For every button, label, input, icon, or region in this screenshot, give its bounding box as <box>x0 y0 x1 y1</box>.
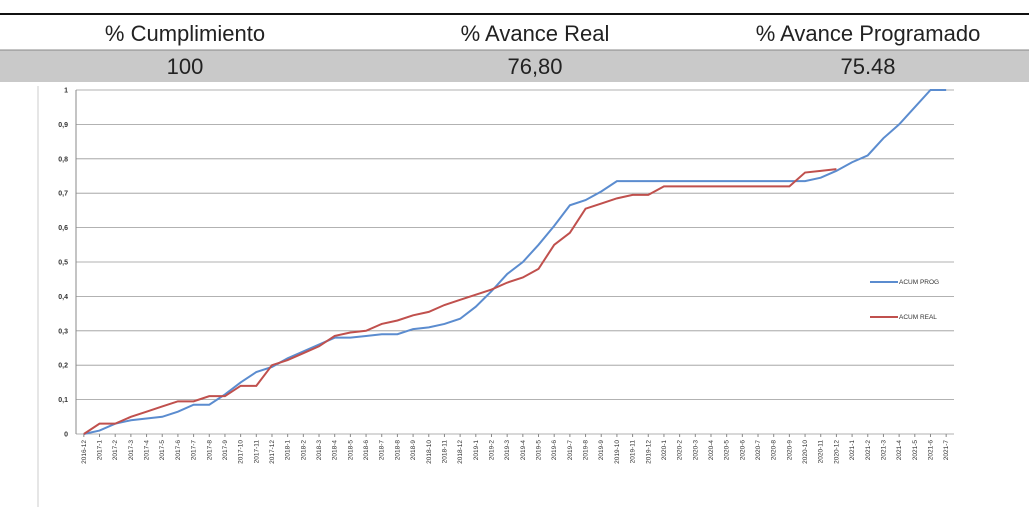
x-tick-label: 2021-7 <box>943 440 950 461</box>
y-tick-label: 0,1 <box>58 397 68 404</box>
y-tick-label: 0,8 <box>58 156 68 163</box>
x-tick-label: 2019-11 <box>630 440 637 464</box>
x-tick-label: 2018-5 <box>347 440 354 461</box>
x-tick-label: 2020-11 <box>818 440 825 464</box>
header-cell: % Cumplimiento <box>105 21 265 46</box>
x-tick-label: 2017-8 <box>206 440 213 461</box>
y-tick-label: 1 <box>64 88 68 95</box>
x-tick-label: 2021-5 <box>912 440 919 461</box>
legend-label: ACUM REAL <box>899 314 937 321</box>
x-tick-label: 2018-1 <box>285 440 292 461</box>
x-tick-label: 2018-7 <box>379 440 386 461</box>
x-tick-label: 2017-10 <box>238 440 245 464</box>
value-cell: 76,80 <box>507 54 562 79</box>
x-tick-label: 2019-3 <box>504 440 511 461</box>
header-cell: % Avance Real <box>461 21 610 46</box>
x-tick-label: 2019-4 <box>520 440 527 461</box>
x-tick-label: 2019-12 <box>645 440 652 464</box>
series-line <box>83 89 947 435</box>
x-tick-label: 2019-2 <box>488 440 495 461</box>
x-tick-label: 2019-7 <box>567 440 574 461</box>
x-tick-label: 2021-6 <box>927 440 934 461</box>
x-tick-label: 2019-8 <box>583 440 590 461</box>
y-tick-label: 0,5 <box>58 260 68 267</box>
x-tick-label: 2016-12 <box>81 440 88 464</box>
chart: 0 0,1 0,2 0,3 0,4 0,5 0,6 0,7 0,8 0,9 1 2016-12 2017… <box>58 88 954 464</box>
x-tick-label: 2020-5 <box>724 440 731 461</box>
x-tick-label: 2019-5 <box>536 440 543 461</box>
x-tick-label: 2021-4 <box>896 440 903 461</box>
x-tick-label: 2020-6 <box>739 440 746 461</box>
series-line <box>83 168 837 435</box>
x-tick-label: 2018-9 <box>410 440 417 461</box>
x-tick-label: 2017-2 <box>112 440 119 461</box>
header-cell: % Avance Programado <box>756 21 981 46</box>
x-tick-label: 2019-10 <box>614 440 621 464</box>
x-tick-label: 2019-6 <box>551 440 558 461</box>
x-tick-label: 2017-9 <box>222 440 229 461</box>
x-tick-label: 2020-4 <box>708 440 715 461</box>
x-tick-label: 2020-8 <box>771 440 778 461</box>
y-tick-label: 0 <box>64 432 68 439</box>
x-tick-label: 2020-12 <box>833 440 840 464</box>
y-tick-label: 0,9 <box>58 122 68 129</box>
x-tick-label: 2020-9 <box>786 440 793 461</box>
x-tick-label: 2020-7 <box>755 440 762 461</box>
x-tick-label: 2020-2 <box>677 440 684 461</box>
x-tick-label: 2020-10 <box>802 440 809 464</box>
x-tick-label: 2017-3 <box>128 440 135 461</box>
x-tick-label: 2019-1 <box>473 440 480 461</box>
x-tick-label: 2017-7 <box>191 440 198 461</box>
x-tick-label: 2017-5 <box>159 440 166 461</box>
x-tick-label: 2018-10 <box>426 440 433 464</box>
x-tick-label: 2018-6 <box>363 440 370 461</box>
x-tick-label: 2017-6 <box>175 440 182 461</box>
x-tick-label: 2017-1 <box>97 440 104 461</box>
y-tick-label: 0,4 <box>58 294 68 301</box>
x-tick-label: 2021-1 <box>849 440 856 461</box>
x-tick-label: 2018-12 <box>457 440 464 464</box>
y-tick-label: 0,7 <box>58 191 68 198</box>
x-tick-label: 2021-3 <box>880 440 887 461</box>
y-tick-label: 0,6 <box>58 225 68 232</box>
value-cell: 100 <box>167 54 204 79</box>
x-tick-label: 2018-4 <box>332 440 339 461</box>
x-tick-label: 2017-4 <box>144 440 151 461</box>
x-tick-label: 2017-11 <box>253 440 260 464</box>
x-tick-label: 2017-12 <box>269 440 276 464</box>
x-tick-label: 2020-1 <box>661 440 668 461</box>
x-tick-label: 2018-3 <box>316 440 323 461</box>
x-tick-label: 2020-3 <box>692 440 699 461</box>
x-tick-label: 2019-9 <box>598 440 605 461</box>
y-tick-label: 0,2 <box>58 363 68 370</box>
x-tick-label: 2018-8 <box>394 440 401 461</box>
x-tick-label: 2018-2 <box>300 440 307 461</box>
legend-label: ACUM PROG <box>899 279 939 286</box>
x-tick-label: 2021-2 <box>865 440 872 461</box>
value-cell: 75.48 <box>840 54 895 79</box>
value-row <box>0 50 1029 82</box>
y-tick-label: 0,3 <box>58 328 68 335</box>
x-tick-label: 2018-11 <box>441 440 448 464</box>
